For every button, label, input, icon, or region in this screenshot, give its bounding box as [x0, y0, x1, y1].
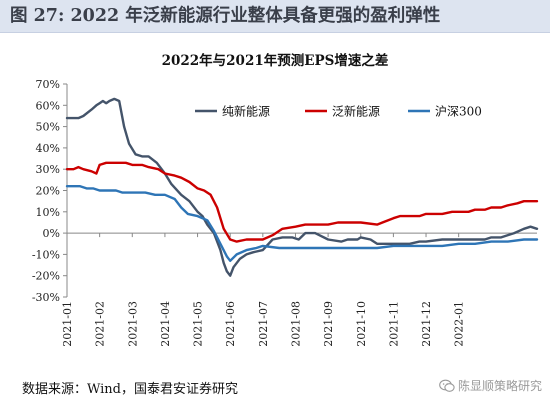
x-tick-label: 2021-07 — [257, 301, 270, 347]
x-tick-label: 2021-06 — [224, 301, 237, 347]
x-tick-label: 2021-09 — [322, 301, 335, 347]
series-line-2 — [65, 161, 539, 243]
source-note: 数据来源：Wind，国泰君安证券研究 — [22, 382, 238, 397]
x-tick-label: 2022-01 — [453, 301, 466, 347]
x-tick-label: 2021-01 — [61, 301, 74, 347]
series-line-3 — [65, 184, 539, 262]
y-tick-label: 50% — [36, 121, 60, 134]
chart-title: 2022年与2021年预测EPS增速之差 — [161, 53, 389, 69]
series-line-1 — [65, 97, 539, 277]
legend-label-2: 泛新能源 — [332, 104, 380, 119]
figure-title: 图 27: 2022 年泛新能源行业整体具备更强的盈利弹性 — [0, 0, 550, 33]
y-tick-label: 60% — [36, 99, 60, 112]
legend-label-3: 沪深300 — [435, 105, 482, 119]
x-tick-label: 2021-11 — [387, 301, 400, 347]
x-tick-label: 2021-08 — [289, 301, 302, 347]
y-tick-label: 70% — [36, 78, 60, 91]
wechat-icon — [439, 379, 455, 392]
watermark: 陈显顺策略研究 — [439, 377, 542, 394]
y-tick-label: 20% — [36, 185, 60, 198]
y-tick-label: -10% — [32, 248, 60, 261]
x-tick-label: 2021-10 — [355, 301, 368, 347]
y-tick-label: -20% — [32, 270, 60, 283]
x-tick-label: 2021-05 — [192, 301, 205, 347]
legend-label-1: 纯新能源 — [222, 104, 270, 119]
y-tick-label: 30% — [36, 163, 60, 176]
x-tick-label: 2021-02 — [94, 301, 107, 347]
y-tick-label: 40% — [36, 142, 60, 155]
y-tick-label: -30% — [32, 291, 60, 304]
x-tick-label: 2021-03 — [126, 301, 139, 347]
y-tick-label: 10% — [36, 206, 60, 219]
x-tick-label: 2021-12 — [420, 301, 433, 347]
y-tick-label: 0% — [43, 227, 60, 240]
x-tick-label: 2021-04 — [159, 301, 172, 347]
watermark-text: 陈显顺策略研究 — [457, 379, 542, 393]
